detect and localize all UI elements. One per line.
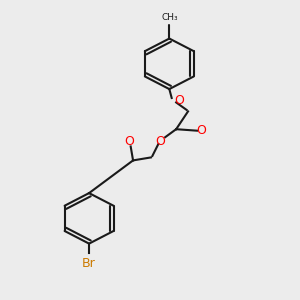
Text: O: O: [196, 124, 206, 137]
Text: O: O: [155, 135, 165, 148]
Text: O: O: [174, 94, 184, 107]
Text: CH₃: CH₃: [161, 13, 178, 22]
Text: Br: Br: [82, 257, 96, 270]
Text: O: O: [124, 135, 134, 148]
